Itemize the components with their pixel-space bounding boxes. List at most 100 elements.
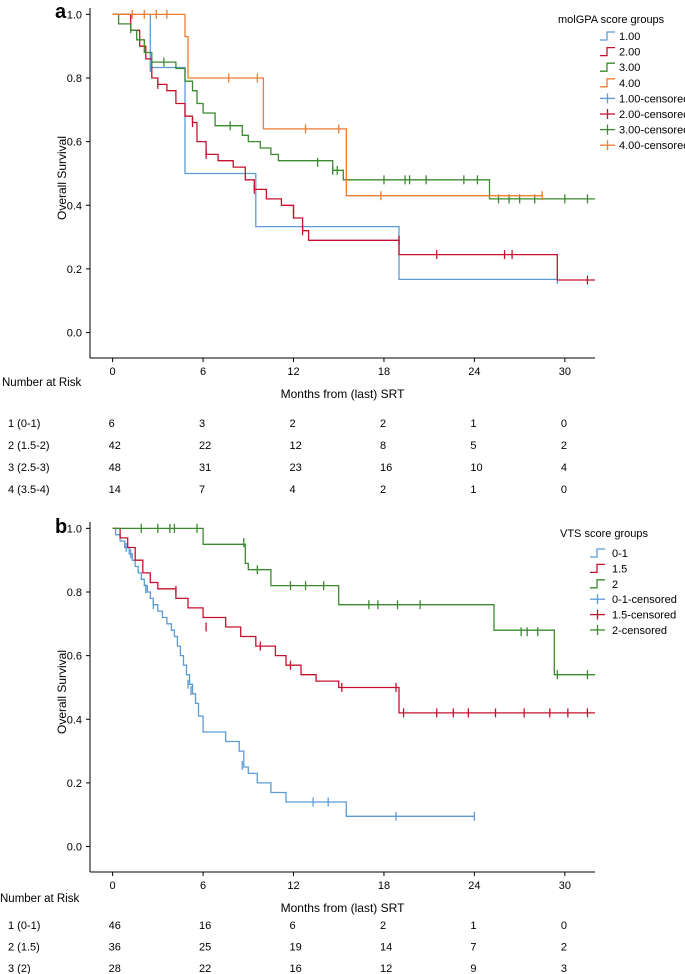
legend-entry-label: 1.00-censored [619, 93, 685, 105]
risk-row-label: 4 (3.5-4) [8, 484, 50, 496]
risk-value: 16 [290, 963, 302, 974]
x-tick-label: 6 [200, 880, 206, 892]
risk-value: 9 [470, 963, 476, 974]
legend: molGPA score groups 1.00 2.00 3.00 4.00 1.00-… [558, 14, 685, 152]
x-axis-title: Months from (last) SRT [281, 387, 405, 401]
x-tick-label: 18 [378, 880, 390, 892]
y-tick-label: 1.0 [67, 9, 82, 21]
legend-swatch-step [600, 78, 615, 88]
legend-entry-label: 4.00-censored [619, 140, 685, 152]
risk-value: 23 [290, 462, 302, 474]
x-tick-label: 0 [110, 366, 116, 378]
y-tick-label: 1.0 [67, 523, 82, 535]
y-tick-label: 0.4 [67, 714, 82, 726]
risk-value: 16 [380, 462, 392, 474]
y-axis-title: Overall Survival [55, 650, 69, 734]
y-tick-label: 0.8 [67, 587, 82, 599]
risk-value: 2 [561, 440, 567, 452]
risk-value: 2 [290, 418, 296, 430]
legend-entry-label: 0-1 [612, 548, 628, 560]
survival-curve-1.00 [112, 13, 558, 281]
series-1.5 [112, 527, 595, 718]
x-tick-label: 12 [287, 880, 299, 892]
legend-entry-label: 1.5-censored [612, 610, 676, 622]
survival-curve-2 [112, 527, 595, 676]
risk-value: 1 [470, 418, 476, 430]
risk-value: 22 [199, 963, 211, 974]
legend-title: molGPA score groups [558, 14, 665, 26]
legend-swatch-step [590, 548, 605, 558]
panel-label: b [55, 516, 67, 538]
legend-swatch-step [600, 31, 615, 41]
y-tick-label: 0.2 [67, 778, 82, 790]
y-tick-label: 0.8 [67, 73, 82, 85]
legend-entry-label: 4.00 [619, 78, 640, 90]
risk-value: 28 [109, 963, 121, 974]
risk-value: 31 [199, 462, 211, 474]
risk-value: 7 [199, 484, 205, 496]
y-tick-label: 0.6 [67, 137, 82, 149]
survival-curve-2.00 [112, 13, 595, 281]
legend-entry-label: 2.00-censored [619, 109, 685, 121]
legend-entry-label: 2.00 [619, 47, 640, 59]
risk-value: 1 [470, 484, 476, 496]
risk-value: 46 [109, 920, 121, 932]
survival-curve-1.5 [112, 527, 595, 714]
risk-value: 0 [561, 920, 567, 932]
series-4.00 [112, 9, 543, 201]
risk-value: 4 [290, 484, 296, 496]
x-tick-label: 30 [559, 366, 571, 378]
risk-value: 0 [561, 484, 567, 496]
legend: VTS score groups 0-1 1.5 2 0-1-censored 1.5-c… [560, 528, 677, 637]
panel-label: a [55, 1, 67, 23]
risk-table-header: Number at Risk [2, 377, 81, 389]
survival-curve-3.00 [112, 13, 595, 200]
risk-value: 6 [109, 418, 115, 430]
risk-value: 42 [109, 440, 121, 452]
y-tick-label: 0.4 [67, 200, 82, 212]
risk-value: 4 [561, 462, 567, 474]
risk-value: 12 [380, 963, 392, 974]
risk-value: 2 [380, 484, 386, 496]
x-axis-title: Months from (last) SRT [281, 901, 405, 915]
legend-entry-label: 2-censored [612, 625, 667, 637]
legend-entry-label: 3.00 [619, 62, 640, 74]
x-tick-label: 6 [200, 366, 206, 378]
y-tick-label: 0.2 [67, 264, 82, 276]
risk-value: 3 [199, 418, 205, 430]
risk-value: 14 [109, 484, 121, 496]
survival-curve-0-1 [112, 527, 475, 817]
legend-swatch-step [600, 62, 615, 72]
x-tick-label: 12 [287, 366, 299, 378]
risk-value: 2 [380, 418, 386, 430]
legend-entry-label: 1.00 [619, 31, 640, 43]
risk-row-label: 1 (0-1) [8, 920, 40, 932]
risk-row-label: 2 (1.5-2) [8, 440, 50, 452]
risk-row-label: 3 (2.5-3) [8, 462, 50, 474]
risk-value: 5 [470, 440, 476, 452]
legend-entry-label: 0-1-censored [612, 594, 677, 606]
series-1.00 [112, 13, 558, 284]
risk-value: 48 [109, 462, 121, 474]
risk-value: 3 [561, 963, 567, 974]
risk-value: 25 [199, 942, 211, 954]
y-tick-label: 0.6 [67, 651, 82, 663]
risk-value: 16 [199, 920, 211, 932]
x-tick-label: 0 [110, 880, 116, 892]
legend-entry-label: 1.5 [612, 563, 627, 575]
x-tick-label: 24 [468, 366, 480, 378]
y-tick-label: 0.0 [67, 842, 82, 854]
series-2.00 [112, 13, 595, 285]
x-tick-label: 18 [378, 366, 390, 378]
risk-row-label: 2 (1.5) [8, 942, 40, 954]
legend-swatch-step [590, 579, 605, 589]
x-tick-label: 30 [559, 880, 571, 892]
y-axis-title: Overall Survival [55, 136, 69, 220]
risk-value: 6 [290, 920, 296, 932]
risk-value: 10 [470, 462, 482, 474]
legend-swatch-step [590, 563, 605, 574]
